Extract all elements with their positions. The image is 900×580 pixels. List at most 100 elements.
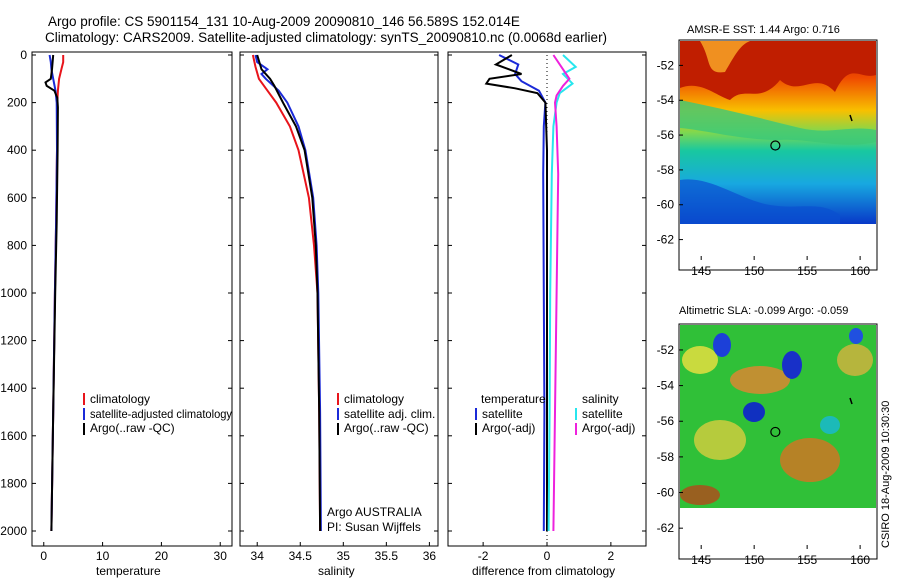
- legend-heading-salinity: salinity: [582, 392, 619, 406]
- legend-label-satellite-adjusted: satellite-adjusted climatology: [90, 407, 232, 421]
- depth-tick-label: 200: [7, 96, 27, 110]
- x-tick-label: 35.5: [375, 549, 399, 563]
- x-tick-label: 30: [214, 549, 228, 563]
- map-y-tick-label: -54: [657, 93, 675, 107]
- profile-line-salinity-satellite: [547, 54, 578, 532]
- map-y-tick-label: -52: [657, 58, 675, 72]
- map-x-tick-label: 145: [691, 264, 711, 278]
- x-tick-label: 34.5: [289, 549, 313, 563]
- profile-line-temperature-argo-adj-: [484, 54, 548, 531]
- temperature-xlabel: temperature: [96, 564, 161, 578]
- depth-tick-label: 600: [7, 191, 27, 205]
- profile-line-climatology: [251, 54, 322, 532]
- pi-note: PI: Susan Wijffels: [327, 520, 421, 534]
- x-tick-label: 10: [96, 549, 110, 563]
- depth-tick-label: 1400: [0, 381, 27, 395]
- argo-location-marker: [770, 426, 781, 438]
- map-y-tick-label: -58: [657, 163, 675, 177]
- depth-tick-label: 1600: [0, 429, 27, 443]
- map-x-tick-label: 150: [744, 553, 764, 567]
- map-y-tick-label: -56: [657, 128, 675, 142]
- map-y-tick-label: -62: [657, 233, 675, 247]
- argo-australia-note: Argo AUSTRALIA: [327, 505, 422, 519]
- legend-label-temp-argo: Argo(-adj): [482, 421, 535, 435]
- x-tick-label: 35: [337, 549, 351, 563]
- map-y-tick-label: -54: [657, 379, 675, 393]
- map-y-tick-label: -56: [657, 414, 675, 428]
- sla-map-title: Altimetric SLA: -0.099 Argo: -0.059: [679, 305, 848, 317]
- legend-heading-temperature: temperature: [481, 392, 546, 406]
- temperature-panel: 0 10 20 30: [31, 51, 233, 563]
- depth-tick-label: 1200: [0, 334, 27, 348]
- depth-tick-label: 2000: [0, 524, 27, 538]
- salinity-xlabel: salinity: [318, 564, 355, 578]
- difference-legend: temperature satellite Argo(-adj) salinit…: [475, 392, 635, 435]
- map-y-tick-label: -60: [657, 486, 675, 500]
- legend-label-sal-satellite: satellite: [582, 407, 623, 421]
- map-x-tick-label: 160: [850, 264, 870, 278]
- sla-patch: [680, 485, 720, 505]
- sla-patch: [780, 438, 840, 482]
- sla-eddy: [820, 416, 840, 434]
- map-x-tick-label: 155: [797, 553, 817, 567]
- depth-tick-label: 400: [7, 143, 27, 157]
- sla-patch: [694, 420, 746, 460]
- sla-trajectory: [849, 397, 853, 405]
- figure-title-line1: Argo profile: CS 5901154_131 10-Aug-2009…: [48, 14, 520, 29]
- timestamp-stamp: CSIRO 18-Aug-2009 10:30:30: [880, 401, 892, 548]
- depth-tick-label: 1000: [0, 286, 27, 300]
- sst-mid-region: [680, 41, 750, 73]
- salinity-axes-frame: [239, 51, 439, 547]
- legend-label-argo: Argo(..raw -QC): [344, 421, 429, 435]
- profile-line-temperature-satellite: [498, 54, 547, 532]
- map-x-tick-label: 160: [850, 553, 870, 567]
- difference-xlabel: difference from climatology: [472, 564, 615, 578]
- temperature-axes-frame: [31, 51, 233, 547]
- x-tick-label: 34: [251, 549, 265, 563]
- profile-line-argo: [44, 54, 59, 532]
- map-x-tick-label: 155: [797, 264, 817, 278]
- legend-label-argo: Argo(..raw -QC): [90, 421, 175, 435]
- map-y-tick-label: -60: [657, 198, 675, 212]
- map-y-tick-label: -62: [657, 521, 675, 535]
- sst-map: 145 150 155 160 -52 -54 -56 -58 -60 -62: [657, 39, 878, 278]
- depth-tick-label: 1800: [0, 476, 27, 490]
- x-tick-label: 0: [544, 549, 551, 563]
- salinity-legend: climatology satellite adj. clim. Argo(..…: [327, 392, 435, 534]
- map-y-tick-label: -58: [657, 450, 675, 464]
- x-tick-label: 0: [40, 549, 47, 563]
- legend-label-climatology: climatology: [90, 392, 150, 406]
- argo-location-marker: [770, 140, 781, 151]
- sst-cold-region: [680, 179, 840, 224]
- x-tick-label: 2: [608, 549, 615, 563]
- sla-eddy: [849, 328, 863, 344]
- x-tick-label: 20: [155, 549, 169, 563]
- sla-eddy: [782, 351, 802, 379]
- difference-panel: -2 0 2: [447, 51, 647, 563]
- legend-label-sal-argo: Argo(-adj): [582, 421, 635, 435]
- x-tick-label: 36: [423, 549, 437, 563]
- x-tick-label: -2: [478, 549, 489, 563]
- depth-axis: 0 200 400 600 800 1000 1200 1400 1600 1800 2000: [0, 48, 27, 538]
- profile-line-satellite-adjusted: [254, 54, 322, 532]
- depth-tick-label: 0: [20, 48, 27, 62]
- sla-eddy: [713, 333, 731, 357]
- profile-line-argo: [256, 54, 322, 532]
- map-y-tick-label: -52: [657, 343, 675, 357]
- salinity-panel: 34 34.5 35 35.5 36: [239, 51, 439, 563]
- sla-patch: [730, 366, 790, 394]
- sst-front: [680, 100, 876, 145]
- sla-map: 145 150 155 160 -52 -54 -56 -58 -60 -62: [657, 323, 878, 567]
- profile-line-salinity-argo-adj-: [552, 54, 571, 532]
- sla-eddy: [743, 402, 765, 422]
- temperature-legend: climatology satellite-adjusted climatolo…: [83, 392, 232, 435]
- sla-patch: [682, 346, 718, 374]
- figure-title-line2: Climatology: CARS2009. Satellite-adjuste…: [45, 30, 607, 45]
- legend-label-satellite-adj: satellite adj. clim.: [344, 407, 435, 421]
- sla-patch: [837, 344, 873, 376]
- map-x-tick-label: 150: [744, 264, 764, 278]
- map-x-tick-label: 145: [691, 553, 711, 567]
- legend-label-temp-satellite: satellite: [482, 407, 523, 421]
- legend-label-climatology: climatology: [344, 392, 404, 406]
